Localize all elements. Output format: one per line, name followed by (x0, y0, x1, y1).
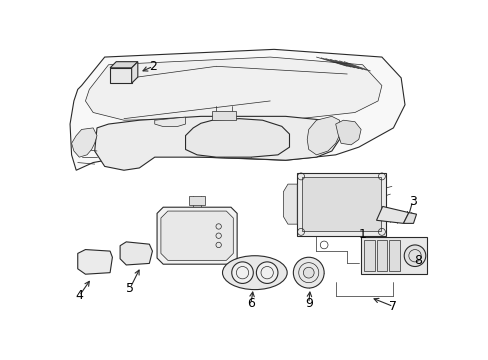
Polygon shape (78, 249, 112, 274)
Ellipse shape (222, 256, 286, 289)
Circle shape (293, 257, 324, 288)
Text: 1: 1 (358, 228, 366, 240)
Circle shape (231, 262, 253, 283)
Bar (388, 240, 399, 271)
Text: 7: 7 (388, 300, 397, 313)
Bar (364, 240, 374, 271)
Polygon shape (85, 57, 381, 120)
Bar (297, 172, 385, 236)
Bar (301, 177, 380, 231)
Text: 3: 3 (408, 194, 416, 208)
Polygon shape (95, 116, 339, 170)
Bar (189, 195, 204, 205)
Polygon shape (306, 116, 341, 155)
Bar (360, 237, 426, 274)
Polygon shape (110, 68, 131, 83)
Polygon shape (120, 242, 152, 265)
Text: 2: 2 (149, 60, 157, 73)
Circle shape (256, 262, 277, 283)
Polygon shape (161, 211, 233, 260)
Polygon shape (335, 120, 360, 145)
Polygon shape (131, 62, 138, 83)
Text: 9: 9 (304, 297, 312, 310)
Circle shape (303, 267, 313, 278)
Polygon shape (154, 117, 185, 126)
Polygon shape (70, 49, 404, 170)
Polygon shape (110, 62, 138, 68)
Text: 6: 6 (246, 297, 254, 310)
Polygon shape (283, 184, 297, 224)
Text: 4: 4 (75, 289, 83, 302)
Circle shape (404, 245, 425, 266)
Polygon shape (185, 119, 289, 157)
Polygon shape (403, 213, 416, 223)
Bar (376, 240, 386, 271)
Polygon shape (71, 128, 97, 157)
Polygon shape (157, 207, 237, 264)
Text: 8: 8 (413, 254, 421, 267)
Text: 5: 5 (126, 282, 134, 294)
Polygon shape (376, 206, 408, 223)
Bar (212, 111, 235, 120)
